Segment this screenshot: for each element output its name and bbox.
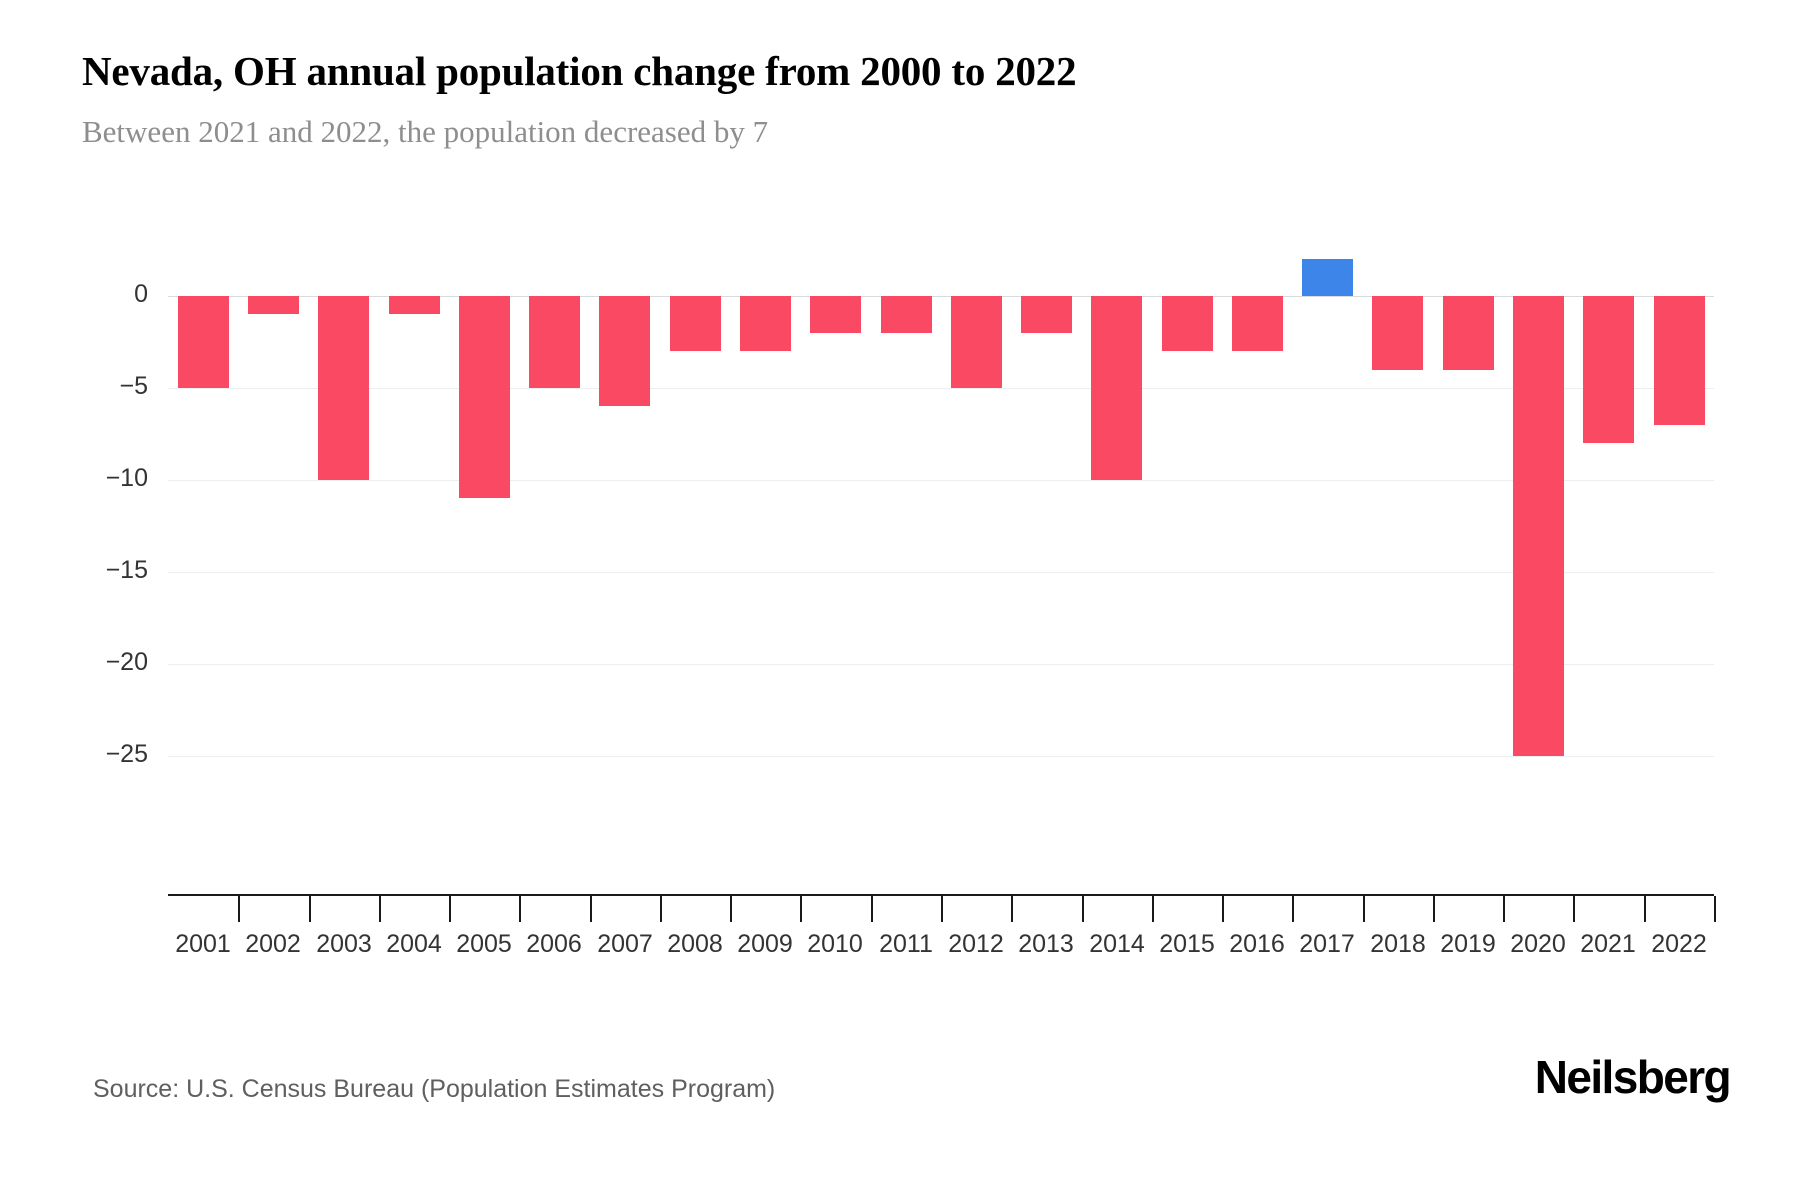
x-axis-tick [309,896,311,922]
bar-2015[interactable] [1162,296,1213,351]
chart-subtitle: Between 2021 and 2022, the population de… [82,114,769,149]
x-axis-tick [590,896,592,922]
x-axis-tick [800,896,802,922]
bar-2013[interactable] [1021,296,1072,333]
x-axis-tick [730,896,732,922]
bar-2009[interactable] [740,296,791,351]
x-axis-tick-label-2009: 2009 [737,930,793,958]
bar-2001[interactable] [178,296,229,388]
x-axis-tick-label-2018: 2018 [1370,930,1426,958]
x-axis-tick-label-2014: 2014 [1089,930,1145,958]
bar-2007[interactable] [599,296,650,406]
y-axis-tick-label: −5 [119,372,148,400]
source-note: Source: U.S. Census Bureau (Population E… [93,1075,776,1103]
bar-2004[interactable] [389,296,440,314]
bar-2010[interactable] [810,296,861,333]
bar-2020[interactable] [1513,296,1564,756]
x-axis-tick [1011,896,1013,922]
bar-2017[interactable] [1302,259,1353,296]
page-title: Nevada, OH annual population change from… [82,48,1077,94]
bar-2003[interactable] [318,296,369,480]
x-axis-tick-label-2020: 2020 [1510,930,1566,958]
x-axis-tick-label-2010: 2010 [807,930,863,958]
x-axis-tick-label-2007: 2007 [597,930,653,958]
y-axis-tick-label: 0 [134,280,148,308]
x-axis-tick [941,896,943,922]
x-axis-tick-label-2005: 2005 [456,930,512,958]
x-axis-tick [519,896,521,922]
gridline--15 [168,572,1714,573]
x-axis-tick-label-2021: 2021 [1580,930,1636,958]
x-axis-tick [1573,896,1575,922]
bar-2002[interactable] [248,296,299,314]
x-axis-tick [1082,896,1084,922]
x-axis-line [168,894,1714,896]
bar-2012[interactable] [951,296,1002,388]
x-axis-tick-label-2013: 2013 [1018,930,1074,958]
gridline--25 [168,756,1714,757]
x-axis-tick [1433,896,1435,922]
x-axis-tick [1222,896,1224,922]
x-axis-tick-label-2019: 2019 [1440,930,1496,958]
x-axis-tick [660,896,662,922]
bar-2021[interactable] [1583,296,1634,443]
x-axis-tick-label-2015: 2015 [1159,930,1215,958]
neilsberg-logo: Neilsberg [1534,1051,1732,1103]
y-axis-tick-label: −10 [105,464,148,492]
bar-2011[interactable] [881,296,932,333]
bar-2016[interactable] [1232,296,1283,351]
x-axis-tick-label-2016: 2016 [1229,930,1285,958]
gridline-0 [168,296,1714,297]
y-axis-tick-label: −25 [105,740,148,768]
x-axis-tick-label-2017: 2017 [1299,930,1355,958]
gridline--20 [168,664,1714,665]
chart-header: Nevada, OH annual population change from… [82,46,1732,152]
x-axis-tick-label-2002: 2002 [245,930,301,958]
x-axis-tick [1152,896,1154,922]
x-axis-tick-label-2006: 2006 [526,930,582,958]
x-axis-tick-label-2001: 2001 [175,930,231,958]
x-axis-tick-label-2011: 2011 [879,930,933,958]
x-axis-tick-label-2022: 2022 [1651,930,1707,958]
bar-2005[interactable] [459,296,510,498]
x-axis-tick-label-2003: 2003 [316,930,372,958]
y-axis-tick-label: −15 [105,556,148,584]
x-axis-tick-label-2008: 2008 [667,930,723,958]
bar-2006[interactable] [529,296,580,388]
gridline--10 [168,480,1714,481]
bar-2008[interactable] [670,296,721,351]
x-axis-tick [871,896,873,922]
x-axis-tick [1503,896,1505,922]
bar-2019[interactable] [1443,296,1494,370]
bar-2022[interactable] [1654,296,1705,425]
x-axis-tick [379,896,381,922]
x-axis-tick [1363,896,1365,922]
gridline--5 [168,388,1714,389]
x-axis-tick [238,896,240,922]
bar-2018[interactable] [1372,296,1423,370]
x-axis-tick-label-2004: 2004 [386,930,442,958]
y-axis-tick-label: −20 [105,648,148,676]
x-axis-tick [449,896,451,922]
x-axis-tick-label-2012: 2012 [948,930,1004,958]
bar-2014[interactable] [1091,296,1142,480]
x-axis-tick [1644,896,1646,922]
x-axis-tick [1714,896,1716,922]
x-axis-tick [1292,896,1294,922]
